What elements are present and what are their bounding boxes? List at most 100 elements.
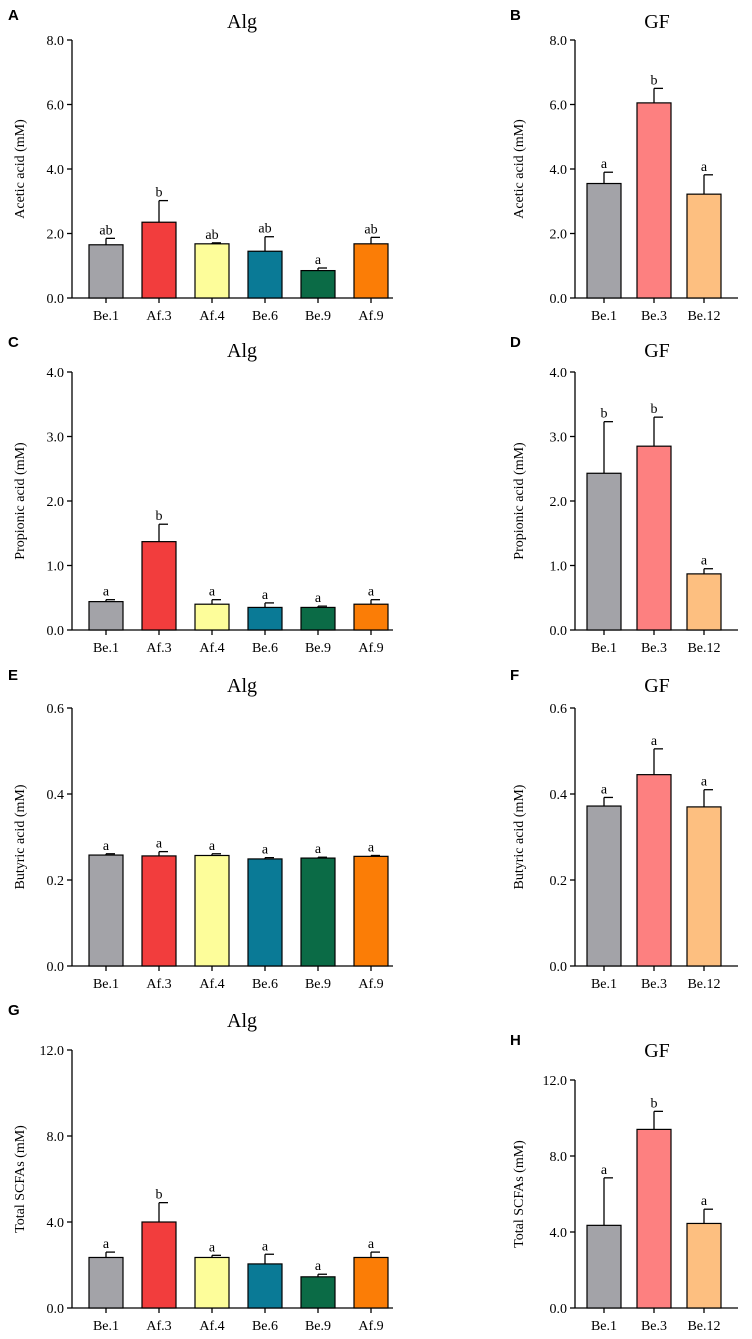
significance-letter: a (315, 591, 322, 606)
chart-title: GF (644, 675, 670, 697)
y-tick-label: 0.2 (47, 874, 65, 889)
y-tick-label: 8.0 (550, 1150, 568, 1165)
y-tick-label: 2.0 (550, 495, 568, 510)
x-tick-label: Af.9 (358, 1319, 383, 1334)
panel-letter: H (510, 1032, 521, 1049)
chart-panel-f: F GF Butyric acid (mM) 0.0 0.2 0.4 0.6 a Be.1 a Be… (510, 667, 738, 992)
chart-panel-d: D GF Propionic acid (mM) 0.0 1.0 2.0 3.0 4.0 b Be… (510, 334, 738, 656)
chart-panel-g: G Alg Total SCFAs (mM) 0.0 4.0 8.0 12.0 a Be.1 b A… (8, 1002, 393, 1334)
bar (300, 1276, 336, 1309)
y-tick-label: 4.0 (550, 366, 568, 381)
bar (636, 445, 672, 631)
bar (636, 102, 672, 299)
significance-letter: ab (258, 222, 271, 237)
y-tick-label: 4.0 (550, 163, 568, 178)
x-tick-label: Af.3 (146, 1319, 171, 1334)
y-tick-label: 2.0 (47, 228, 65, 243)
y-tick-label: 0.0 (550, 292, 568, 307)
x-tick-label: Be.9 (305, 309, 331, 324)
y-tick-label: 0.0 (550, 624, 568, 639)
chart-title: Alg (227, 675, 257, 697)
y-tick-label: 12.0 (40, 1044, 65, 1059)
bar (353, 603, 389, 631)
x-tick-label: Be.12 (687, 1319, 720, 1334)
significance-letter: a (262, 843, 269, 858)
y-tick-label: 0.0 (47, 960, 65, 975)
panel-letter: F (510, 667, 519, 684)
x-tick-label: Be.3 (641, 977, 667, 992)
bar (88, 854, 124, 967)
significance-letter: a (315, 1259, 322, 1274)
significance-letter: a (262, 1239, 269, 1254)
x-tick-label: Be.1 (591, 977, 617, 992)
bar (586, 472, 622, 631)
y-tick-label: 0.6 (47, 702, 65, 717)
x-tick-label: Be.1 (591, 1319, 617, 1334)
bar (194, 1256, 230, 1309)
significance-letter: ab (364, 222, 377, 237)
bar (88, 244, 124, 299)
x-tick-label: Af.9 (358, 977, 383, 992)
y-tick-label: 4.0 (550, 1226, 568, 1241)
significance-letter: b (156, 1188, 163, 1203)
chart-title: GF (644, 1040, 670, 1062)
bar (300, 857, 336, 967)
y-tick-label: 0.4 (47, 788, 65, 803)
x-tick-label: Be.9 (305, 1319, 331, 1334)
panel-letter: C (8, 334, 19, 351)
bar (686, 806, 722, 967)
chart-panel-h: H GF Total SCFAs (mM) 0.0 4.0 8.0 12.0 a Be.1 b Be… (510, 1032, 738, 1334)
significance-letter: a (103, 839, 110, 854)
x-tick-label: Be.3 (641, 309, 667, 324)
y-tick-label: 0.0 (550, 1302, 568, 1317)
y-tick-label: 1.0 (47, 560, 65, 575)
bar (88, 601, 124, 631)
y-tick-label: 3.0 (47, 431, 65, 446)
x-tick-label: Be.1 (591, 309, 617, 324)
y-tick-label: 2.0 (47, 495, 65, 510)
y-tick-label: 6.0 (47, 99, 65, 114)
significance-letter: b (156, 509, 163, 524)
significance-letter: a (103, 1237, 110, 1252)
y-axis-label: Acetic acid (mM) (13, 119, 28, 219)
x-tick-label: Be.6 (252, 1319, 278, 1334)
chart-panel-e: E Alg Butyric acid (mM) 0.0 0.2 0.4 0.6 a Be.1 a A… (8, 667, 393, 992)
panel-letter: A (8, 7, 19, 24)
x-tick-label: Be.12 (687, 977, 720, 992)
chart-title: GF (644, 340, 670, 362)
significance-letter: ab (205, 228, 218, 243)
significance-letter: a (651, 734, 658, 749)
x-tick-label: Af.4 (199, 1319, 224, 1334)
significance-letter: a (315, 842, 322, 857)
bar (353, 243, 389, 299)
x-tick-label: Be.6 (252, 641, 278, 656)
y-tick-label: 0.0 (47, 1302, 65, 1317)
chart-title: Alg (227, 11, 257, 33)
bar (194, 243, 230, 299)
y-tick-label: 4.0 (47, 366, 65, 381)
significance-letter: a (701, 775, 708, 790)
y-tick-label: 0.6 (550, 702, 568, 717)
x-tick-label: Be.6 (252, 977, 278, 992)
x-tick-label: Be.1 (93, 977, 119, 992)
panel-letter: B (510, 7, 521, 24)
significance-letter: b (651, 1096, 658, 1111)
bar (353, 1256, 389, 1309)
bar (141, 855, 177, 967)
x-tick-label: Be.9 (305, 977, 331, 992)
significance-letter: ab (99, 223, 112, 238)
y-tick-label: 8.0 (550, 34, 568, 49)
chart-title: GF (644, 11, 670, 33)
significance-letter: a (368, 585, 375, 600)
bar (247, 858, 283, 967)
x-tick-label: Af.4 (199, 309, 224, 324)
x-tick-label: Be.1 (591, 641, 617, 656)
bar (586, 182, 622, 299)
y-axis-label: Acetic acid (mM) (512, 119, 527, 219)
y-tick-label: 0.2 (550, 874, 568, 889)
significance-letter: a (701, 1194, 708, 1209)
significance-letter: a (262, 588, 269, 603)
bar (636, 1128, 672, 1309)
bar (141, 541, 177, 631)
